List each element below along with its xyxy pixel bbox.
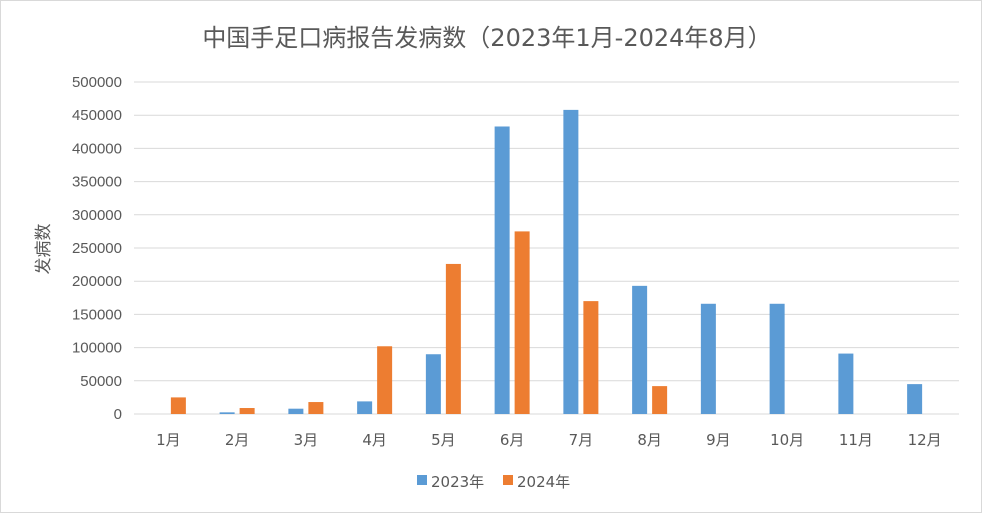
y-tick-label: 250000	[72, 240, 122, 257]
bar-series1	[632, 285, 648, 414]
bar-series1	[700, 303, 716, 414]
x-tick-label: 10月	[770, 431, 804, 449]
legend-swatch	[503, 475, 513, 485]
x-tick-label: 12月	[908, 431, 942, 449]
y-tick-label: 500000	[72, 74, 122, 91]
bar-series1	[838, 353, 854, 414]
bar-series2	[170, 397, 186, 414]
bar-series1	[357, 401, 373, 414]
legend-label: 2023年	[431, 473, 484, 491]
y-tick-label: 400000	[72, 140, 122, 157]
bar-series1	[425, 354, 441, 414]
x-tick-label: 5月	[431, 431, 456, 449]
y-axis-label: 发病数	[34, 224, 54, 275]
bar-series2	[514, 231, 530, 414]
x-tick-label: 2月	[225, 431, 250, 449]
y-tick-label: 0	[114, 406, 122, 423]
bar-series2	[308, 402, 324, 414]
y-tick-label: 200000	[72, 273, 122, 290]
y-tick-label: 350000	[72, 174, 122, 191]
y-tick-label: 300000	[72, 207, 122, 224]
bar-series1	[563, 109, 579, 414]
x-axis-ticks: 1月 2月 3月 4月 5月 6月 7月 8月 9月 10月 11月 12月	[156, 431, 942, 449]
legend-label: 2024年	[517, 473, 570, 491]
bar-series1	[769, 303, 785, 414]
y-tick-label: 450000	[72, 107, 122, 124]
x-tick-label: 3月	[294, 431, 319, 449]
y-tick-label: 150000	[72, 306, 122, 323]
bar-series1	[288, 408, 304, 414]
bar-series2	[445, 263, 461, 414]
bar-series2	[377, 346, 393, 414]
x-tick-label: 1月	[156, 431, 181, 449]
y-axis-ticks: 0 50000 100000 150000 200000 250000 300000 3500…	[72, 74, 122, 423]
x-tick-label: 8月	[637, 431, 662, 449]
legend-swatch	[417, 475, 427, 485]
bar-series1	[907, 384, 923, 414]
gridlines	[134, 81, 959, 415]
y-tick-label: 100000	[72, 340, 122, 357]
x-tick-label: 6月	[500, 431, 525, 449]
x-tick-label: 11月	[839, 431, 873, 449]
legend: 2023年 2024年	[417, 473, 570, 491]
bar-series1	[219, 412, 235, 414]
x-tick-label: 7月	[569, 431, 594, 449]
bar-series2	[652, 386, 668, 414]
bars	[170, 109, 923, 414]
y-tick-label: 50000	[80, 373, 122, 390]
bar-series1	[494, 126, 510, 414]
x-tick-label: 4月	[362, 431, 387, 449]
chart-title: 中国手足口病报告发病数（2023年1月-2024年8月）	[202, 24, 771, 52]
bar-series2	[239, 408, 255, 414]
bar-series2	[583, 301, 599, 414]
x-tick-label: 9月	[706, 431, 731, 449]
